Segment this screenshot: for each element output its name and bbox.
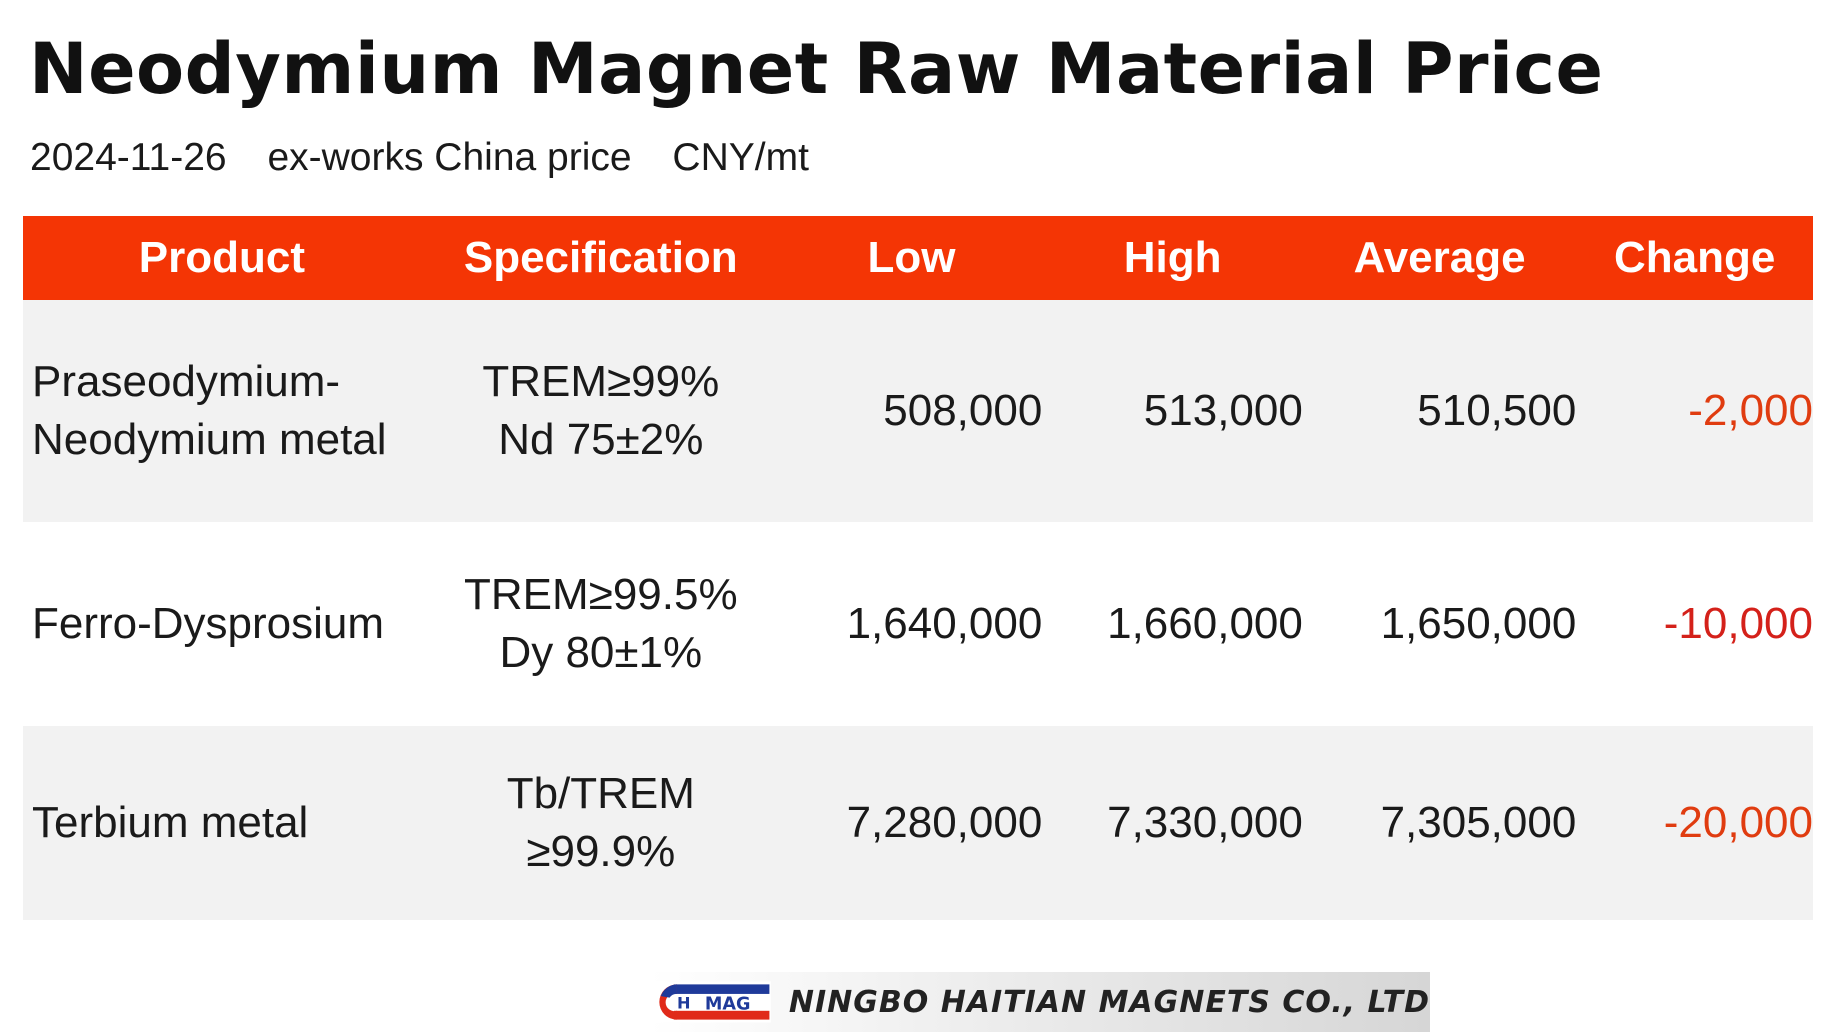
- specification-cell: TREM≥99% Nd 75±2%: [421, 353, 781, 469]
- average-price-cell: 510,500: [1417, 386, 1577, 435]
- spec-line: TREM≥99%: [482, 357, 720, 406]
- header-product: Product: [138, 233, 305, 282]
- product-cell: Ferro-Dysprosium: [23, 595, 421, 653]
- price-unit: CNY/mt: [672, 136, 809, 179]
- price-basis: ex-works China price: [267, 136, 632, 179]
- price-table: Product Specification Low High Average C…: [23, 216, 1813, 920]
- specification-cell: TREM≥99.5% Dy 80±1%: [421, 566, 781, 682]
- spec-line: Tb/TREM: [506, 769, 695, 818]
- product-cell: Praseodymium- Neodymium metal: [23, 353, 421, 469]
- specification-cell: Tb/TREM ≥99.9%: [421, 765, 781, 881]
- company-name: NINGBO HAITIAN MAGNETS CO., LTD: [788, 984, 1430, 1020]
- header-change: Change: [1613, 233, 1776, 282]
- change-cell: -10,000: [1663, 599, 1813, 648]
- product-name-line: Praseodymium-: [32, 357, 341, 406]
- subtitle: 2024-11-26 ex-works China price CNY/mt: [30, 136, 839, 180]
- product-name-line: Neodymium metal: [32, 415, 387, 464]
- spec-line: ≥99.9%: [526, 827, 676, 876]
- htmag-logo-icon: H MAG: [652, 981, 771, 1023]
- table-row: Praseodymium- Neodymium metal TREM≥99% N…: [23, 300, 1813, 522]
- table-row: Ferro-Dysprosium TREM≥99.5% Dy 80±1% 1,6…: [23, 522, 1813, 726]
- table-header: Product Specification Low High Average C…: [23, 216, 1813, 300]
- header-average: Average: [1353, 233, 1526, 282]
- company-logo-bar: H MAG NINGBO HAITIAN MAGNETS CO., LTD: [650, 972, 1430, 1032]
- spec-line: Nd 75±2%: [498, 415, 704, 464]
- low-price-cell: 508,000: [883, 386, 1043, 435]
- spec-line: TREM≥99.5%: [464, 570, 738, 619]
- spec-line: Dy 80±1%: [499, 628, 703, 677]
- logo-letter-h: H: [677, 994, 691, 1013]
- high-price-cell: 1,660,000: [1107, 599, 1303, 648]
- low-price-cell: 1,640,000: [846, 599, 1043, 648]
- page-title: Neodymium Magnet Raw Material Price: [29, 28, 1604, 110]
- change-cell: -20,000: [1663, 798, 1813, 847]
- product-name-line: Ferro-Dysprosium: [32, 599, 385, 648]
- logo-letters-mag: MAG: [705, 994, 751, 1014]
- header-low: Low: [867, 233, 956, 282]
- average-price-cell: 7,305,000: [1380, 798, 1577, 847]
- low-price-cell: 7,280,000: [846, 798, 1043, 847]
- price-date: 2024-11-26: [30, 136, 227, 179]
- product-cell: Terbium metal: [23, 794, 421, 852]
- header-high: High: [1123, 233, 1222, 282]
- high-price-cell: 7,330,000: [1107, 798, 1303, 847]
- average-price-cell: 1,650,000: [1380, 599, 1577, 648]
- table-row: Terbium metal Tb/TREM ≥99.9% 7,280,000 7…: [23, 726, 1813, 920]
- high-price-cell: 513,000: [1143, 386, 1303, 435]
- header-specification: Specification: [463, 233, 738, 282]
- product-name-line: Terbium metal: [32, 798, 309, 847]
- change-cell: -2,000: [1688, 386, 1813, 435]
